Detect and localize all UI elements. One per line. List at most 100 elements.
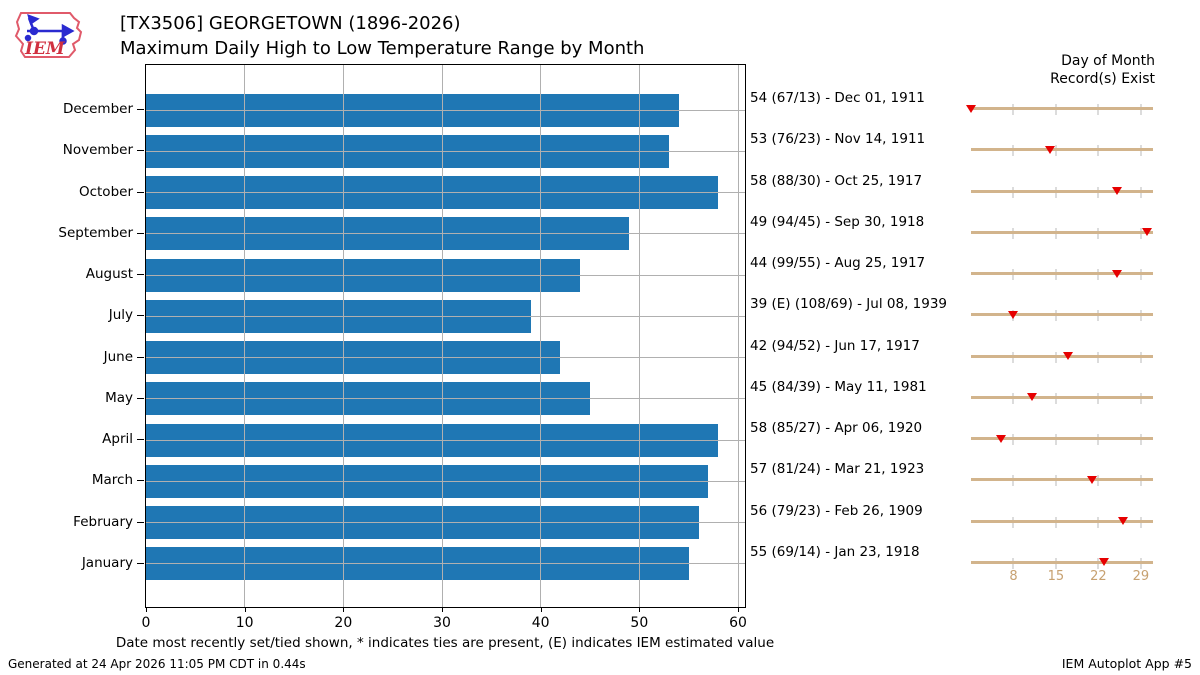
y-axis-tick [137,109,144,110]
y-axis-tick [137,191,144,193]
gridline-horizontal [146,522,745,524]
weathervane-icon [24,13,75,45]
gridline-vertical [638,65,640,607]
month-label: October [78,183,133,200]
day-tick-label: 22 [1090,568,1107,584]
day-tick-label: 8 [1009,568,1018,584]
y-axis-tick [137,562,144,564]
gridline-horizontal [146,563,745,565]
chart-subtitle: Maximum Daily High to Low Temperature Ra… [120,38,645,59]
month-label: August [85,266,133,283]
record-label: 55 (69/14) - Jan 23, 1918 [750,543,920,560]
record-label: 45 (84/39) - May 11, 1981 [750,378,927,395]
record-day-marker [996,434,1007,443]
gridline-horizontal [146,315,745,317]
y-axis-tick [137,439,144,441]
record-label: 42 (94/52) - Jun 17, 1917 [750,337,920,354]
gridline-horizontal [146,480,745,482]
x-axis-tick-label: 20 [334,615,353,631]
gridline-horizontal [146,398,745,400]
record-day-marker [1111,269,1122,278]
chart-title: [TX3506] GEORGETOWN (1896-2026) [120,13,461,34]
gridline-vertical [441,65,443,607]
x-axis-tick-label: 30 [433,615,451,631]
x-axis-tick-label: 50 [630,615,649,631]
x-axis-tick-label: 0 [141,615,151,631]
record-label: 58 (88/30) - Oct 25, 1917 [750,172,923,189]
day-of-month-header-line1: Day of Month [1061,53,1155,69]
record-label: 49 (94/45) - Sep 30, 1918 [750,213,925,230]
x-axis-tick-label: 40 [531,615,550,631]
x-axis-tick [343,608,345,612]
axis-caption: Date most recently set/tied shown, * ind… [115,635,775,651]
day-strip [971,478,1153,482]
day-tick-label: 29 [1132,568,1150,584]
y-axis-tick [137,274,144,276]
y-axis-tick [137,480,144,482]
x-axis-tick-label: 10 [235,615,254,631]
title-block: [TX3506] GEORGETOWN (1896-2026) Maximum … [120,11,644,61]
day-strip [971,148,1153,152]
month-label: January [81,554,133,571]
day-strip [971,313,1153,317]
gridline-vertical [737,65,739,607]
month-label: May [105,389,133,406]
day-strip [971,519,1153,523]
y-axis-tick [137,232,144,234]
day-strip [971,395,1153,399]
gridline-horizontal [146,109,745,111]
record-day-marker [1044,145,1055,154]
x-axis-tick-label: 60 [729,615,747,631]
x-axis-tick [146,608,147,612]
x-axis-tick [738,608,739,612]
gridline-horizontal [146,357,745,359]
gridline-horizontal [146,192,745,194]
month-label: March [91,472,133,489]
record-label: 53 (76/23) - Nov 14, 1911 [750,131,926,148]
day-strip [971,107,1153,110]
gridline-horizontal [146,274,745,276]
record-label: 57 (81/24) - Mar 21, 1923 [750,461,925,478]
day-strip [971,189,1153,193]
day-of-month-header: Day of Month Record(s) Exist [1050,53,1155,88]
record-day-marker [1026,393,1037,402]
month-label: April [102,431,133,448]
y-axis-tick [137,521,144,523]
day-strip [971,272,1153,276]
record-label: 54 (67/13) - Dec 01, 1911 [750,90,925,106]
day-strip [971,437,1153,441]
y-axis-tick [137,315,144,317]
x-axis-tick [540,608,542,612]
y-axis-tick [137,356,144,358]
gridline-vertical [244,65,246,607]
record-day-marker [1141,228,1152,237]
logo-text: IEM [24,39,66,59]
iem-logo: IEM [14,12,83,59]
month-label: July [108,307,133,324]
record-day-marker [966,104,976,113]
gridline-horizontal [146,439,745,441]
y-axis-tick [137,397,144,399]
month-label: September [58,224,133,241]
month-label: November [62,142,133,159]
gridline-horizontal [146,233,745,235]
app-credit-text: IEM Autoplot App #5 [1061,656,1192,671]
y-axis-tick [137,150,144,152]
gridline-vertical [342,65,344,607]
day-tick-label: 15 [1047,568,1065,584]
gridline-horizontal [146,150,745,152]
month-label: December [62,101,133,117]
gridline-vertical [540,65,542,607]
x-axis-tick [442,608,443,612]
record-label: 39 (E) (108/69) - Jul 08, 1939 [750,296,948,313]
generated-at-text: Generated at 24 Apr 2026 11:05 PM CDT in… [8,657,306,671]
month-label: February [73,513,133,530]
record-day-marker [1117,517,1128,526]
x-axis-tick [639,608,641,612]
day-of-month-header-line2: Record(s) Exist [1050,70,1155,87]
month-label: June [103,348,133,365]
day-strip [971,354,1153,358]
record-label: 56 (79/23) - Feb 26, 1909 [750,502,923,519]
record-day-marker [1087,475,1098,484]
